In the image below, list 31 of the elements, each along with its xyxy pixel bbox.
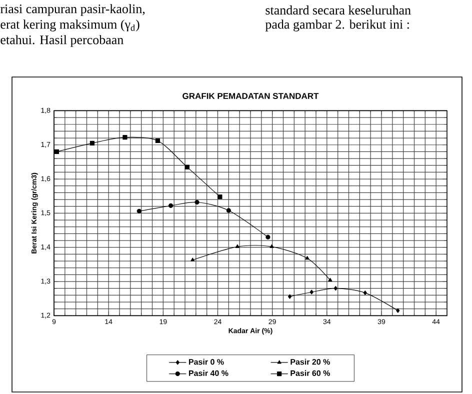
point bbox=[328, 278, 332, 282]
legend-label: Pasir 60 % bbox=[290, 370, 330, 376]
point bbox=[190, 258, 195, 262]
text: standard secara keseluruhan bbox=[266, 5, 411, 15]
point bbox=[334, 286, 338, 291]
text: riasi campuran pasir-kaolin, bbox=[0, 4, 145, 16]
point bbox=[155, 138, 160, 144]
legend-label: Pasir 20 % bbox=[290, 358, 330, 365]
point bbox=[396, 308, 400, 313]
point bbox=[194, 200, 200, 205]
legend-label: Pasir 40 % bbox=[189, 370, 228, 376]
point bbox=[218, 194, 222, 200]
text: etahui. Hasil percobaan bbox=[0, 35, 124, 47]
point bbox=[305, 256, 310, 260]
point bbox=[136, 208, 142, 214]
point bbox=[288, 294, 292, 299]
point bbox=[90, 140, 95, 146]
text: pada gambar 2. berikut ini : bbox=[265, 20, 409, 32]
legend-label: Pasir 0 % bbox=[189, 358, 224, 365]
point bbox=[363, 290, 367, 296]
point bbox=[168, 203, 174, 208]
text: erat kering maksimum (γ$_{d}$) bbox=[0, 20, 140, 32]
point bbox=[270, 244, 274, 248]
point bbox=[266, 234, 270, 240]
chart-title: GRAFIK PEMADATAN STANDART bbox=[182, 92, 319, 99]
point bbox=[226, 208, 231, 213]
point bbox=[122, 135, 128, 140]
point bbox=[184, 164, 190, 170]
point bbox=[54, 149, 60, 154]
point bbox=[310, 290, 314, 294]
point bbox=[235, 244, 240, 248]
